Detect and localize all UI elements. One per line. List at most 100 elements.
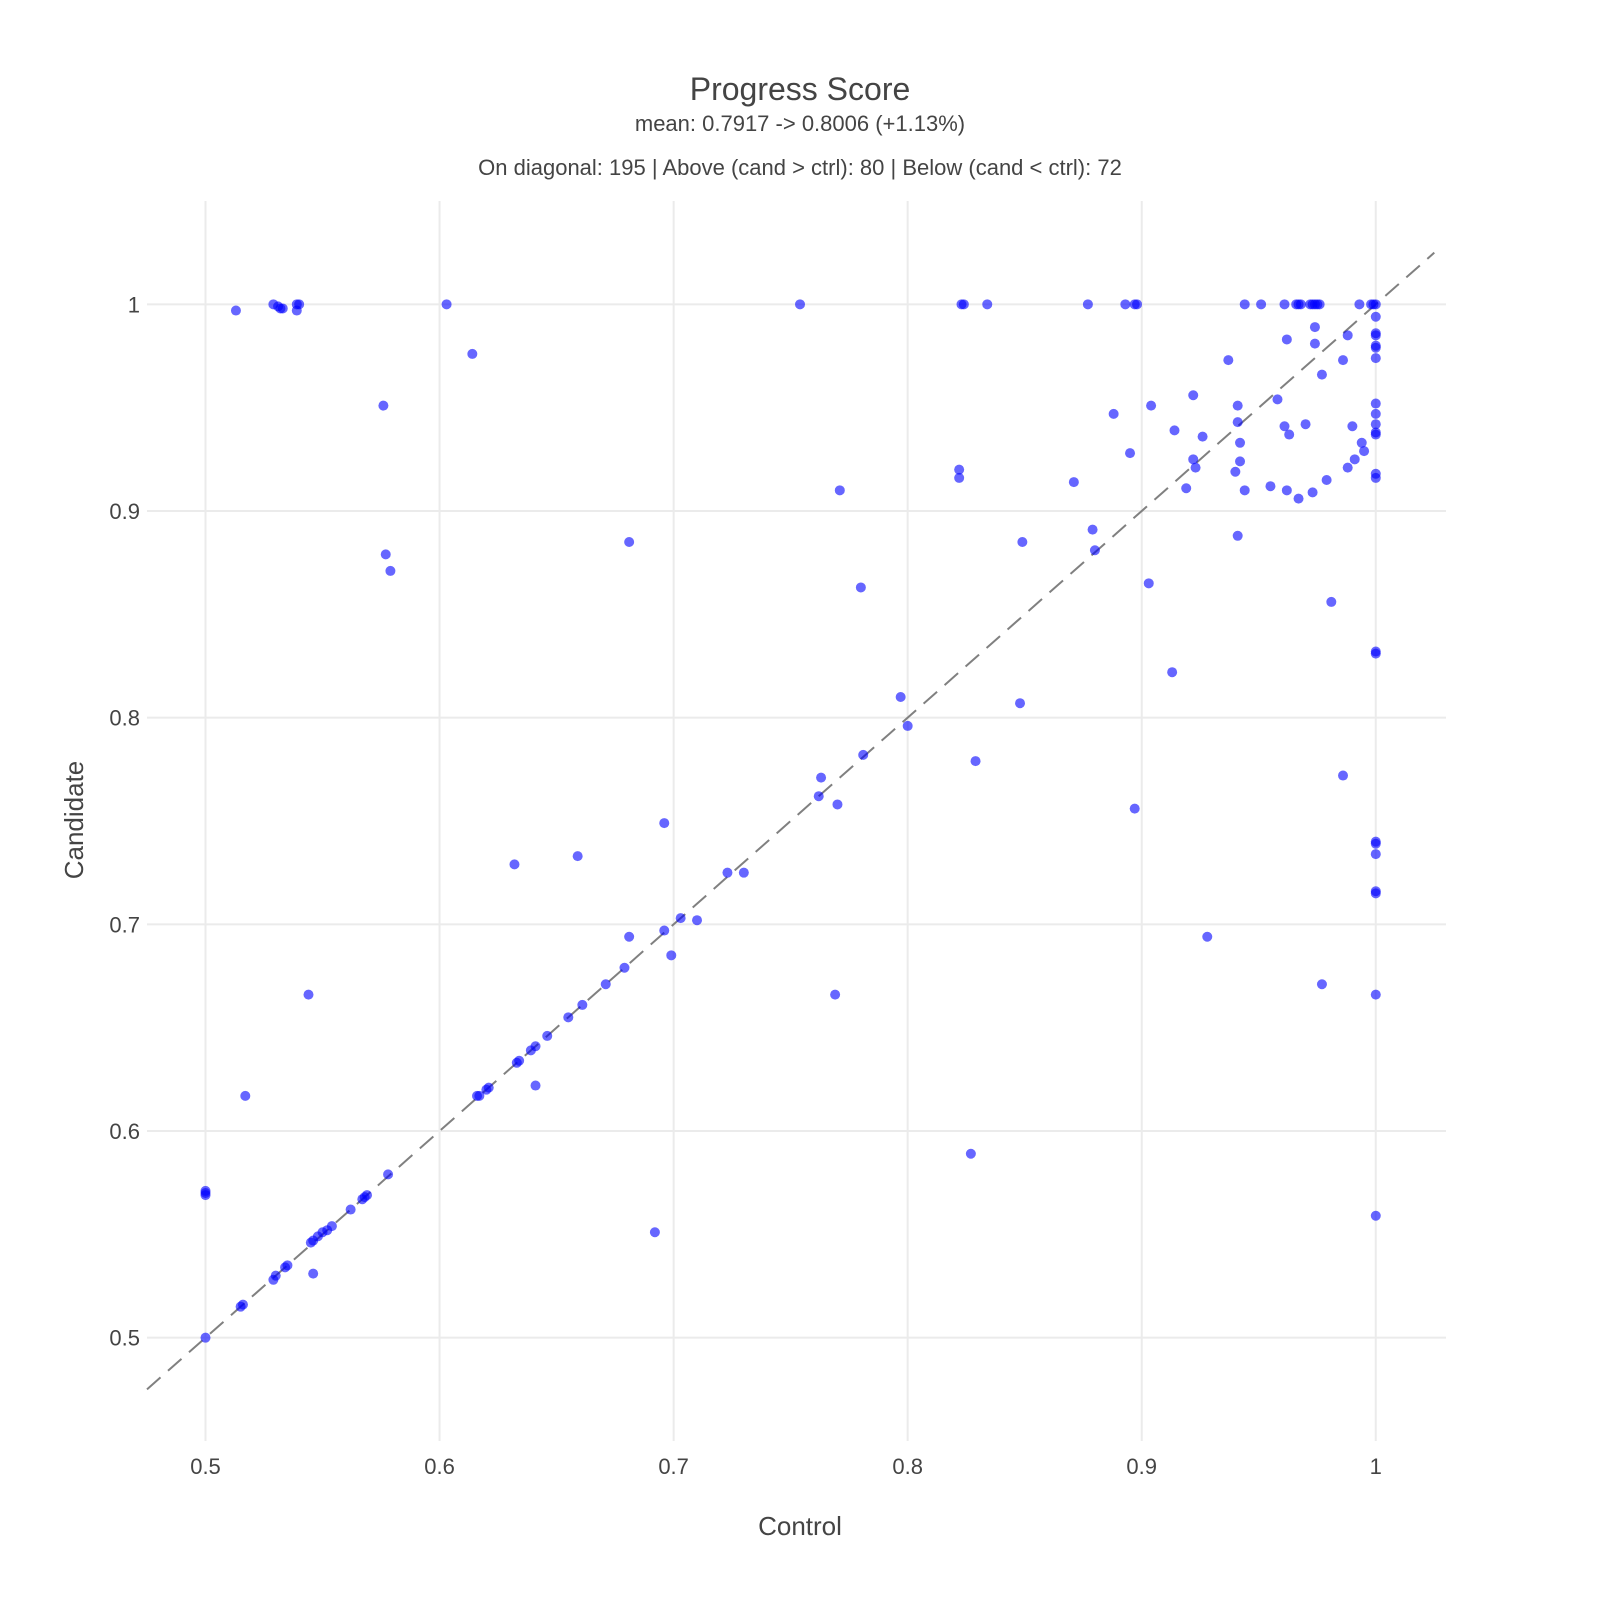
data-point [954, 464, 965, 475]
data-point [982, 299, 993, 310]
data-point [1370, 849, 1381, 860]
y-tick-label: 0.8 [109, 706, 140, 731]
data-point [1370, 353, 1381, 364]
data-point [1197, 431, 1208, 442]
data-point [563, 1012, 574, 1023]
data-point [834, 485, 845, 496]
data-point [816, 772, 827, 783]
data-point [1316, 979, 1327, 990]
data-point [1354, 299, 1365, 310]
data-point [1370, 342, 1381, 353]
data-point [277, 303, 288, 314]
data-point [1370, 888, 1381, 899]
data-point [1232, 400, 1243, 411]
data-point [200, 1190, 211, 1201]
data-point [858, 749, 869, 760]
data-point [1265, 481, 1276, 492]
data-point [1167, 667, 1178, 678]
data-point [666, 950, 677, 961]
data-point [1239, 299, 1250, 310]
data-point [1132, 299, 1143, 310]
data-point [902, 720, 913, 731]
data-point [1235, 456, 1246, 467]
data-point [1089, 545, 1100, 556]
data-point [1129, 803, 1140, 814]
data-point [1181, 483, 1192, 494]
data-point [1223, 355, 1234, 366]
data-point [1015, 698, 1026, 709]
data-point [467, 348, 478, 359]
data-point [1188, 390, 1199, 401]
data-point [1232, 417, 1243, 428]
data-point [542, 1030, 553, 1041]
data-point [895, 692, 906, 702]
data-point [970, 756, 981, 767]
data-point [1370, 408, 1381, 419]
data-point [832, 799, 843, 810]
data-point [380, 549, 391, 560]
data-point [1370, 398, 1381, 409]
data-point [1082, 299, 1093, 310]
data-point [577, 999, 588, 1010]
data-point [1309, 338, 1320, 349]
data-point [383, 1169, 394, 1180]
data-point [1338, 355, 1349, 366]
data-point [345, 1204, 356, 1215]
data-point [692, 915, 703, 926]
data-point [483, 1082, 494, 1093]
data-point [1347, 421, 1358, 432]
data-point [675, 913, 686, 924]
data-point [1188, 454, 1199, 465]
data-point [738, 867, 749, 878]
data-point [1017, 537, 1028, 547]
data-point [1087, 524, 1098, 535]
data-point [965, 1148, 976, 1159]
data-points [200, 299, 1381, 1343]
y-tick-label: 1 [128, 292, 140, 317]
data-point [1239, 485, 1250, 496]
data-point [1300, 419, 1311, 430]
data-point [1359, 446, 1370, 457]
chart-subtitle: mean: 0.7917 -> 0.8006 (+1.13%) [635, 111, 965, 136]
data-point [649, 1227, 660, 1238]
data-point [237, 1299, 248, 1310]
data-point [958, 299, 969, 310]
data-point [200, 1332, 211, 1343]
data-point [303, 989, 314, 1000]
y-tick-label: 0.7 [109, 912, 140, 937]
data-point [1314, 299, 1325, 310]
data-point [1281, 334, 1292, 345]
data-point [1370, 472, 1381, 483]
data-point [1284, 429, 1295, 440]
data-point [1356, 437, 1367, 448]
y-tick-label: 0.6 [109, 1119, 140, 1144]
data-point [514, 1055, 525, 1066]
data-point [1143, 578, 1154, 589]
data-point [441, 299, 452, 310]
data-point [1146, 400, 1157, 411]
data-point [1326, 596, 1337, 607]
y-tick-label: 0.5 [109, 1326, 140, 1351]
data-point [362, 1190, 373, 1201]
data-point [1125, 448, 1136, 459]
data-point [1370, 311, 1381, 322]
data-point [1307, 487, 1318, 498]
data-point [1309, 322, 1320, 333]
data-point [1321, 475, 1332, 485]
data-point [474, 1090, 485, 1101]
data-point [1295, 299, 1306, 310]
x-axis-title: Control [758, 1511, 842, 1541]
data-point [1108, 408, 1119, 419]
data-point [1370, 989, 1381, 1000]
x-tick-label: 0.6 [424, 1454, 455, 1479]
data-point [1230, 466, 1241, 477]
data-point [1338, 770, 1349, 781]
data-point [855, 582, 866, 593]
tick-labels: 0.5 0.6 0.7 0.8 0.9 1 0.5 0.6 0.7 0.8 0.9 1 [109, 292, 1382, 1479]
data-point [1279, 421, 1290, 432]
data-point [530, 1080, 541, 1091]
data-point [230, 305, 241, 316]
data-point [1370, 648, 1381, 659]
